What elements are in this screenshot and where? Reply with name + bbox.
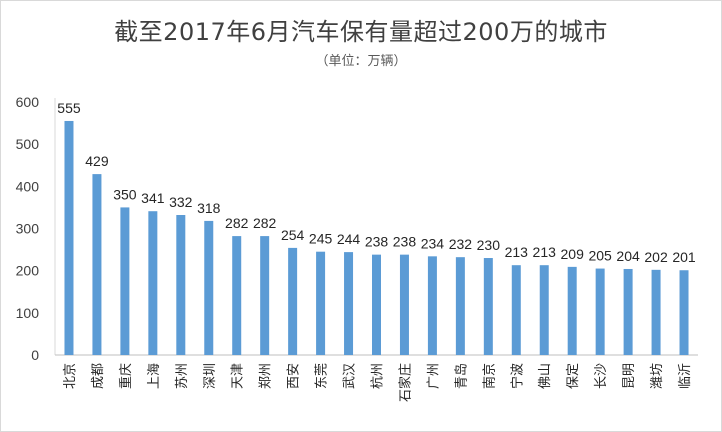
- x-tick-label: 杭州: [371, 363, 386, 389]
- x-tick-label: 重庆: [118, 363, 134, 389]
- bar-8: [288, 247, 298, 355]
- data-label: 201: [672, 249, 696, 265]
- bar-14: [455, 257, 465, 355]
- bar-21: [651, 269, 661, 355]
- bar-22: [679, 270, 689, 355]
- x-tick-label: 苏州: [174, 363, 190, 389]
- y-tick-label: 400: [16, 178, 40, 194]
- bars: [64, 120, 689, 355]
- bar-20: [623, 268, 633, 355]
- data-label: 254: [281, 227, 305, 243]
- x-tick-label: 长沙: [594, 363, 609, 389]
- x-tick-label: 成都: [91, 363, 106, 389]
- bar-6: [232, 236, 242, 355]
- y-tick-label: 0: [31, 347, 39, 363]
- x-tick-label: 北京: [63, 363, 78, 389]
- x-axis-labels: 北京 成都 重庆 上海 苏州 深圳 天津 郑州 西安 东莞 武汉 杭州 石家庄 广州 青岛 南京 宁波 佛山 保定长…: [63, 363, 693, 402]
- y-tick-label: 300: [16, 221, 40, 237]
- data-label: 230: [477, 237, 501, 253]
- bar-17: [539, 265, 549, 355]
- bar-18: [567, 266, 577, 355]
- data-label: 282: [253, 215, 277, 231]
- data-label: 332: [169, 194, 193, 210]
- data-label: 204: [616, 248, 640, 264]
- x-tick-label: 广州: [426, 363, 441, 389]
- data-label: 209: [561, 246, 585, 262]
- bar-15: [483, 258, 493, 355]
- data-label: 238: [393, 234, 417, 250]
- data-label: 282: [225, 215, 249, 231]
- bar-2: [120, 207, 130, 355]
- data-label: 205: [588, 248, 612, 264]
- data-label: 202: [644, 249, 668, 265]
- x-tick-label: 保定: [566, 363, 581, 389]
- chart-title: 截至2017年6月汽车保有量超过200万的城市: [114, 18, 608, 46]
- bar-10: [344, 252, 354, 355]
- y-axis-ticks: 0 100 200 300 400 500 600: [16, 94, 40, 363]
- y-tick-label: 600: [16, 94, 40, 110]
- x-tick-label: 上海: [147, 363, 162, 389]
- bar-0: [64, 120, 74, 355]
- x-tick-label: 深圳: [203, 363, 218, 389]
- bar-19: [595, 268, 605, 355]
- x-tick-label: 东莞: [315, 363, 330, 389]
- data-label: 213: [505, 244, 529, 260]
- bar-7: [260, 236, 270, 355]
- bar-1: [92, 174, 102, 355]
- data-label: 234: [421, 235, 445, 251]
- bar-4: [176, 215, 186, 355]
- x-tick-label: 南京: [481, 363, 497, 389]
- bar-13: [427, 256, 437, 355]
- x-tick-label: 昆明: [622, 363, 637, 389]
- bar-3: [148, 211, 158, 355]
- data-label: 232: [449, 236, 473, 252]
- data-label: 213: [533, 244, 557, 260]
- data-label: 245: [309, 231, 333, 247]
- data-label: 350: [113, 186, 137, 202]
- y-tick-label: 500: [16, 136, 40, 152]
- x-tick-label: 石家庄: [397, 363, 413, 402]
- x-tick-label: 武汉: [343, 363, 358, 389]
- bar-11: [372, 254, 381, 355]
- bar-16: [511, 265, 521, 355]
- data-label: 555: [57, 100, 81, 116]
- x-tick-label: 宁波: [509, 363, 525, 389]
- data-label: 244: [337, 231, 361, 247]
- y-tick-label: 100: [16, 305, 40, 321]
- x-tick-label: 郑州: [259, 363, 274, 389]
- bar-5: [204, 220, 214, 355]
- data-label: 318: [197, 200, 221, 216]
- bar-9: [316, 251, 326, 355]
- x-tick-label: 西安: [287, 363, 302, 389]
- x-tick-label: 天津: [231, 363, 246, 389]
- x-tick-label: 青岛: [453, 363, 469, 389]
- x-tick-label: 佛山: [538, 363, 553, 389]
- chart-subtitle: （单位：万辆）: [315, 54, 407, 69]
- x-tick-label: 临沂: [678, 363, 693, 389]
- data-label: 429: [85, 153, 109, 169]
- x-tick-label: 潍坊: [650, 363, 665, 389]
- data-label: 341: [141, 190, 165, 206]
- data-label: 238: [365, 234, 389, 250]
- y-tick-label: 200: [16, 263, 40, 279]
- bar-12: [399, 254, 409, 355]
